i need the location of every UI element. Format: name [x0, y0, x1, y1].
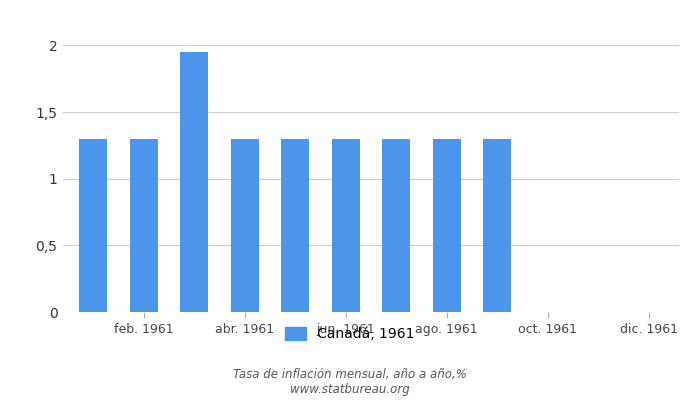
- Bar: [483, 139, 511, 312]
- Bar: [281, 139, 309, 312]
- Legend: Canadá, 1961: Canadá, 1961: [286, 327, 414, 341]
- Bar: [332, 139, 360, 312]
- Bar: [181, 52, 208, 312]
- Bar: [231, 139, 259, 312]
- Bar: [433, 139, 461, 312]
- Bar: [79, 139, 107, 312]
- Text: Tasa de inflación mensual, año a año,%: Tasa de inflación mensual, año a año,%: [233, 368, 467, 381]
- Text: www.statbureau.org: www.statbureau.org: [290, 383, 410, 396]
- Bar: [130, 139, 158, 312]
- Bar: [382, 139, 410, 312]
